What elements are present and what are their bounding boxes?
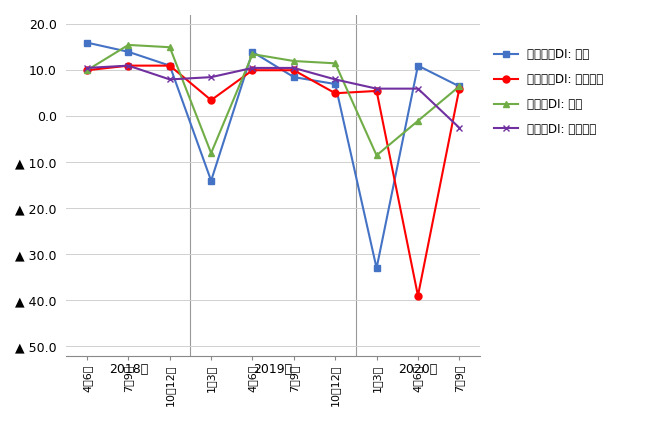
現状判断DI: 中国: (2, 11): 中国: (2, 11): [166, 63, 174, 68]
先行きDI: 中国以外: (2, 8): 中国以外: (2, 8): [166, 77, 174, 82]
先行きDI: 中国以外: (5, 10.5): 中国以外: (5, 10.5): [290, 65, 298, 70]
現状判断DI: 中国以外: (4, 10): 中国以外: (4, 10): [249, 68, 257, 73]
先行きDI: 中国以外: (7, 6): 中国以外: (7, 6): [373, 86, 381, 91]
先行きDI: 中国以外: (6, 8): 中国以外: (6, 8): [331, 77, 339, 82]
現状判断DI: 中国以外: (3, 3.5): 中国以外: (3, 3.5): [207, 98, 215, 103]
現状判断DI: 中国: (3, -14): 中国: (3, -14): [207, 178, 215, 183]
現状判断DI: 中国: (0, 16): 中国: (0, 16): [83, 40, 91, 45]
先行きDI: 中国以外: (0, 10.5): 中国以外: (0, 10.5): [83, 65, 91, 70]
Line: 現状判断DI: 中国以外: 現状判断DI: 中国以外: [84, 62, 463, 299]
現状判断DI: 中国以外: (6, 5): 中国以外: (6, 5): [331, 91, 339, 96]
現状判断DI: 中国: (8, 11): 中国: (8, 11): [414, 63, 422, 68]
先行きDI: 中国: (9, 6.5): 中国: (9, 6.5): [455, 84, 463, 89]
現状判断DI: 中国以外: (0, 10): 中国以外: (0, 10): [83, 68, 91, 73]
現状判断DI: 中国: (4, 14): 中国: (4, 14): [249, 49, 257, 54]
先行きDI: 中国: (4, 13.5): 中国: (4, 13.5): [249, 52, 257, 57]
先行きDI: 中国以外: (8, 6): 中国以外: (8, 6): [414, 86, 422, 91]
現状判断DI: 中国以外: (7, 5.5): 中国以外: (7, 5.5): [373, 88, 381, 93]
先行きDI: 中国: (3, -8): 中国: (3, -8): [207, 151, 215, 156]
現状判断DI: 中国以外: (1, 11): 中国以外: (1, 11): [125, 63, 133, 68]
先行きDI: 中国: (2, 15): 中国: (2, 15): [166, 45, 174, 50]
先行きDI: 中国: (8, -1): 中国: (8, -1): [414, 118, 422, 123]
先行きDI: 中国: (6, 11.5): 中国: (6, 11.5): [331, 61, 339, 66]
Text: 2020年: 2020年: [399, 362, 438, 376]
先行きDI: 中国: (5, 12): 中国: (5, 12): [290, 59, 298, 64]
現状判断DI: 中国: (7, -33): 中国: (7, -33): [373, 266, 381, 271]
現状判断DI: 中国: (5, 8.5): 中国: (5, 8.5): [290, 75, 298, 80]
現状判断DI: 中国以外: (5, 10): 中国以外: (5, 10): [290, 68, 298, 73]
先行きDI: 中国以外: (4, 10.5): 中国以外: (4, 10.5): [249, 65, 257, 70]
Line: 先行きDI: 中国: 先行きDI: 中国: [84, 41, 463, 159]
先行きDI: 中国: (7, -8.5): 中国: (7, -8.5): [373, 153, 381, 158]
現状判断DI: 中国以外: (8, -39): 中国以外: (8, -39): [414, 293, 422, 298]
先行きDI: 中国以外: (3, 8.5): 中国以外: (3, 8.5): [207, 75, 215, 80]
先行きDI: 中国以外: (1, 11): 中国以外: (1, 11): [125, 63, 133, 68]
現状判断DI: 中国以外: (2, 11): 中国以外: (2, 11): [166, 63, 174, 68]
現状判断DI: 中国: (6, 7): 中国: (6, 7): [331, 82, 339, 87]
現状判断DI: 中国: (1, 14): 中国: (1, 14): [125, 49, 133, 54]
Line: 先行きDI: 中国以外: 先行きDI: 中国以外: [84, 62, 463, 131]
Text: 2018年: 2018年: [109, 362, 148, 376]
先行きDI: 中国: (1, 15.5): 中国: (1, 15.5): [125, 43, 133, 48]
現状判断DI: 中国: (9, 6.5): 中国: (9, 6.5): [455, 84, 463, 89]
Text: 2019年: 2019年: [253, 362, 293, 376]
先行きDI: 中国以外: (9, -2.5): 中国以外: (9, -2.5): [455, 125, 463, 130]
Legend: 現状判断DI: 中国, 現状判断DI: 中国以外, 先行きDI: 中国, 先行きDI: 中国以外: 現状判断DI: 中国, 現状判断DI: 中国以外, 先行きDI: 中国, 先行き…: [494, 48, 603, 136]
Line: 現状判断DI: 中国: 現状判断DI: 中国: [84, 39, 463, 272]
現状判断DI: 中国以外: (9, 6): 中国以外: (9, 6): [455, 86, 463, 91]
先行きDI: 中国: (0, 10): 中国: (0, 10): [83, 68, 91, 73]
